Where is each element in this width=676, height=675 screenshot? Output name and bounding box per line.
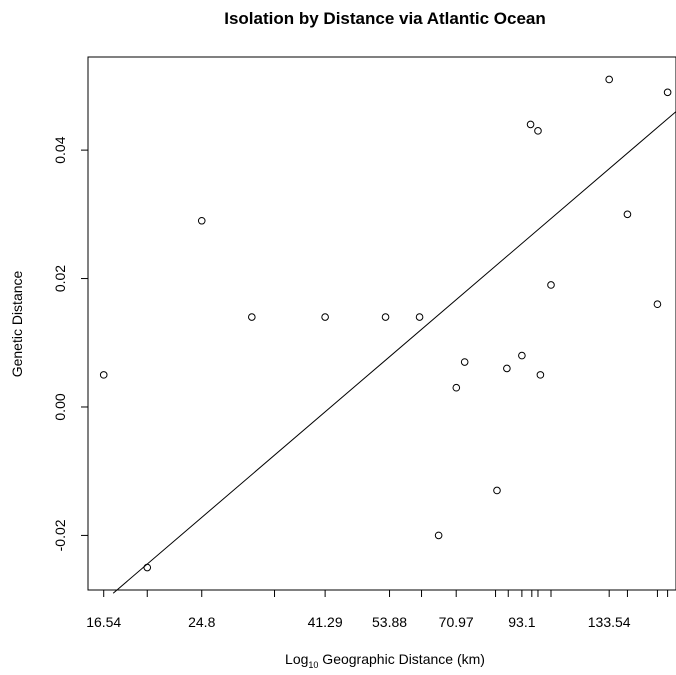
data-point	[623, 210, 632, 219]
data-point	[547, 281, 555, 289]
y-axis: -0.02 0.00 0.02 0.04	[52, 136, 89, 551]
y-tick-label: -0.02	[52, 519, 68, 551]
data-point	[526, 120, 535, 129]
data-point	[415, 313, 424, 321]
chart-title: Isolation by Distance via Atlantic Ocean	[224, 9, 546, 28]
data-point	[434, 531, 443, 540]
data-point	[197, 216, 206, 225]
data-point	[663, 88, 672, 97]
y-tick-label: 0.02	[52, 265, 68, 292]
x-tick-label: 41.29	[308, 614, 343, 630]
x-tick-label: 70.97	[439, 614, 474, 630]
x-tick-label: 16.54	[86, 614, 121, 630]
x-tick-label: 24.8	[188, 614, 215, 630]
data-point	[534, 127, 542, 135]
regression-line	[112, 111, 676, 594]
data-point	[518, 351, 526, 360]
y-axis-label: Genetic Distance	[9, 270, 25, 377]
x-axis-label: Log10 Geographic Distance (km)	[285, 651, 485, 670]
data-point	[381, 313, 390, 321]
data-point	[248, 313, 256, 321]
data-point	[493, 486, 501, 495]
data-point	[536, 371, 545, 379]
data-point	[653, 300, 662, 309]
data-point	[99, 371, 108, 379]
data-point	[452, 383, 461, 392]
data-point	[143, 563, 152, 572]
y-tick-label: 0.04	[52, 136, 68, 163]
x-tick-label: 133.54	[588, 614, 631, 630]
x-axis: 16.54 24.8 41.29 53.88 70.97 93.1 133.54	[86, 589, 669, 630]
data-point	[321, 313, 329, 321]
x-tick-label: 53.88	[372, 614, 407, 630]
plot-frame	[87, 56, 676, 591]
x-tick-label: 93.1	[508, 614, 535, 630]
data-point	[605, 75, 613, 84]
data-point	[460, 358, 469, 366]
data-point	[503, 364, 511, 373]
y-tick-label: 0.00	[52, 393, 68, 420]
